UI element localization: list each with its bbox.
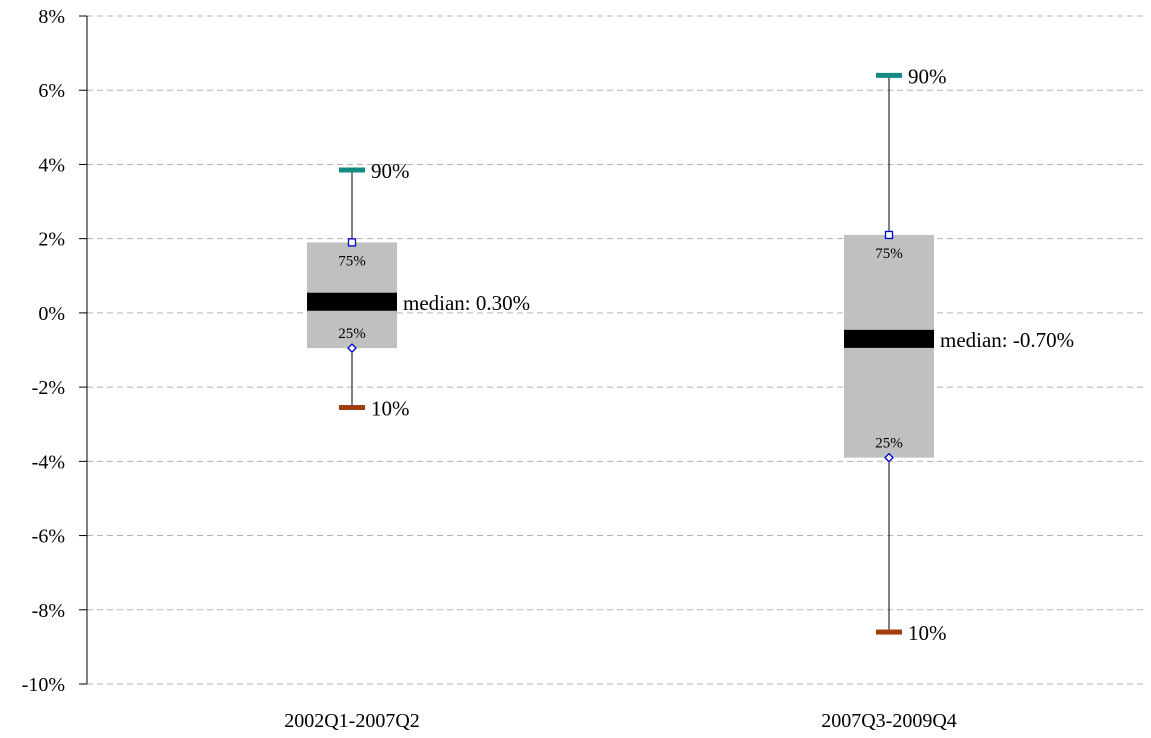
p10-label: 10% [371,397,410,421]
median-bar [844,329,934,348]
p25-marker [347,343,357,354]
y-tick-label: -6% [32,526,65,548]
p90-marker [876,72,902,78]
median-label: median: -0.70% [940,328,1074,352]
boxes [307,72,934,635]
p25-marker [884,452,894,463]
gridlines [87,15,1146,685]
median-label: median: 0.30% [403,291,530,315]
p10-marker [876,629,902,635]
p10-label: 10% [908,621,947,645]
labels: 90% 10% median: 0.30% 75% 25% 2002Q1-2007Q2 90… [284,64,1074,732]
y-tick-label: 2% [38,229,65,251]
y-tick-label: 4% [38,154,65,176]
p90-marker [339,167,365,173]
p90-label: 90% [371,159,410,183]
y-tick-label: 8% [38,6,65,28]
p75-marker [884,230,894,240]
y-tick-label: 6% [38,80,65,102]
box-group [844,72,934,635]
p75-label: 75% [338,253,366,269]
box-group [307,167,397,411]
x-category-label: 2002Q1-2007Q2 [284,710,420,732]
p25-label: 25% [338,326,366,342]
x-category-label: 2007Q3-2009Q4 [821,710,957,732]
p75-marker [347,238,357,247]
y-tick-label: -10% [22,674,65,696]
p75-label: 75% [875,246,903,262]
p25-label: 25% [875,436,903,452]
median-bar [307,292,397,311]
p10-marker [339,405,365,411]
y-tick-label: 0% [38,303,65,325]
p90-label: 90% [908,64,947,88]
y-tick-label: -8% [32,600,65,622]
y-tick-label: -4% [32,451,65,473]
y-axis: 8% 6% 4% 2% 0% -2% -4% -6% -8% -10% [22,6,88,696]
y-tick-label: -2% [32,377,65,399]
